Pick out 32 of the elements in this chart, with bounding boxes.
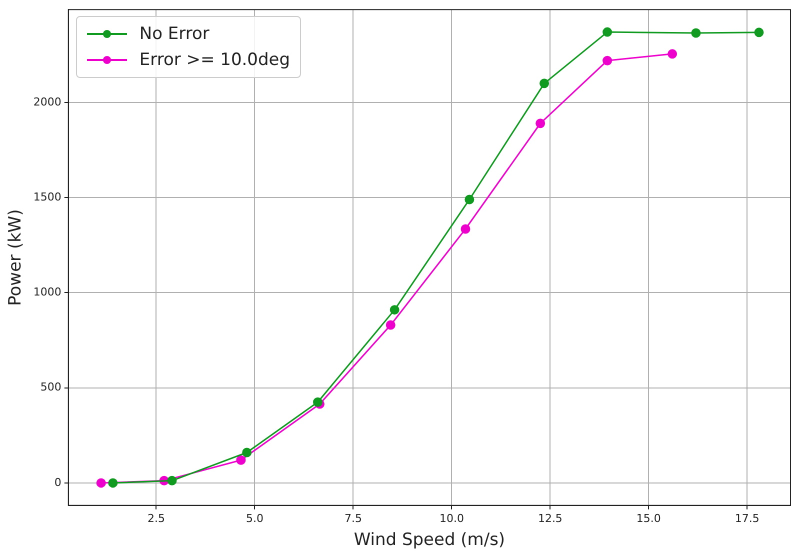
y-tick-label: 1500 [33,190,62,204]
point [167,476,177,486]
point [754,28,764,38]
y-tick-label: 2000 [33,95,62,108]
point [691,28,701,38]
point [242,448,252,458]
point [390,305,400,315]
x-tick-label: 12.5 [538,512,562,525]
point [668,49,678,59]
legend-label: Error >= 10.0deg [139,48,290,72]
x-tick-label: 2.5 [147,512,165,525]
x-axis-title: Wind Speed (m/s) [354,530,506,550]
point [108,478,118,488]
point [236,455,246,465]
y-tick-label: 0 [54,476,62,489]
point [536,118,546,128]
point [460,224,470,234]
x-tick-label: 7.5 [344,512,362,525]
x-tick-label: 15.0 [636,512,661,525]
x-tick-label: 17.5 [734,512,760,525]
point [602,56,612,66]
legend-label: No Error [139,22,210,46]
x-tick-label: 10.0 [439,512,464,525]
y-tick-label: 1000 [33,286,62,299]
point [386,320,396,330]
y-tick-label: 500 [40,380,62,394]
point [96,478,106,488]
y-axis-title: Power (kW) [6,209,26,306]
point [464,194,474,204]
point [540,78,550,88]
x-tick-label: 5.0 [246,512,264,525]
point [602,27,612,37]
